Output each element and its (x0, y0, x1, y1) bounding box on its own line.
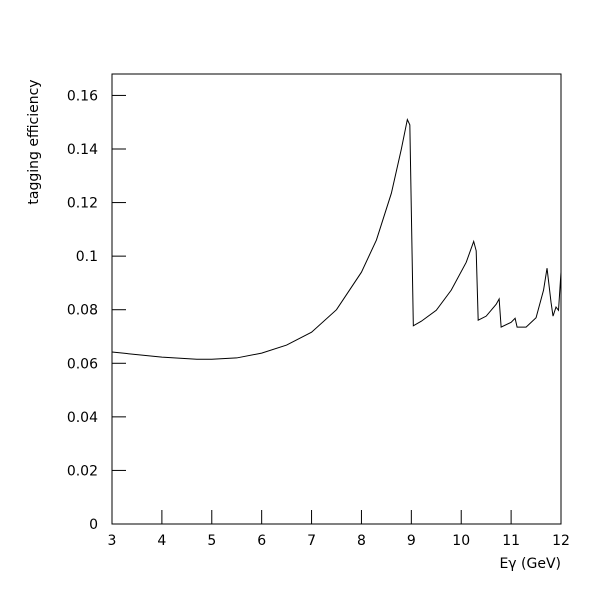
y-tick-label: 0.12 (67, 196, 98, 212)
y-tick-label: 0.08 (67, 303, 98, 319)
x-tick-label: 7 (307, 533, 316, 549)
x-tick-label: 8 (357, 533, 366, 549)
y-tick-label: 0 (89, 517, 98, 533)
x-tick-label: 9 (407, 533, 416, 549)
x-tick-label: 5 (207, 533, 216, 549)
y-axis-label: tagging efficiency (26, 79, 42, 204)
y-tick-label: 0.16 (67, 88, 98, 104)
plot-frame (111, 73, 562, 525)
x-axis-label: Eγ (GeV) (499, 556, 561, 572)
x-tick-label: 4 (157, 533, 166, 549)
data-line (111, 117, 562, 360)
y-tick-label: 0.06 (67, 356, 98, 372)
x-tick-label: 11 (502, 533, 520, 549)
x-tick-label: 12 (552, 533, 570, 549)
x-tick-label: 6 (257, 533, 266, 549)
x-tick-label: 3 (108, 533, 117, 549)
y-tick-label: 0.02 (67, 463, 98, 479)
y-tick-label: 0.1 (76, 249, 98, 265)
y-tick-label: 0.04 (67, 410, 98, 426)
y-tick-label: 0.14 (67, 142, 98, 158)
x-tick-label: 10 (452, 533, 470, 549)
